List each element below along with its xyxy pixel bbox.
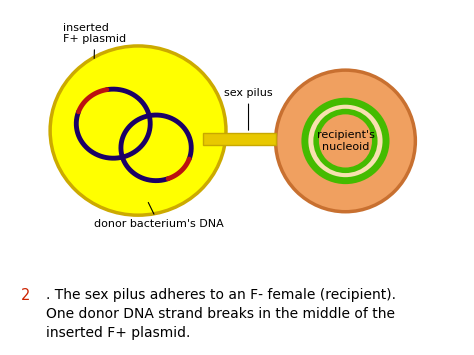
Ellipse shape bbox=[316, 111, 375, 170]
Text: recipient's
nucleoid: recipient's nucleoid bbox=[317, 130, 374, 152]
Text: inserted
F+ plasmid: inserted F+ plasmid bbox=[64, 23, 127, 59]
Text: 2: 2 bbox=[21, 288, 30, 303]
Text: donor bacterium's DNA: donor bacterium's DNA bbox=[94, 202, 224, 229]
Text: . The sex pilus adheres to an F- female (recipient).
One donor DNA strand breaks: . The sex pilus adheres to an F- female … bbox=[46, 288, 396, 340]
Ellipse shape bbox=[305, 101, 386, 181]
Ellipse shape bbox=[50, 46, 226, 215]
Bar bbox=[203, 133, 275, 146]
Text: sex pilus: sex pilus bbox=[224, 88, 273, 130]
Ellipse shape bbox=[275, 70, 415, 212]
